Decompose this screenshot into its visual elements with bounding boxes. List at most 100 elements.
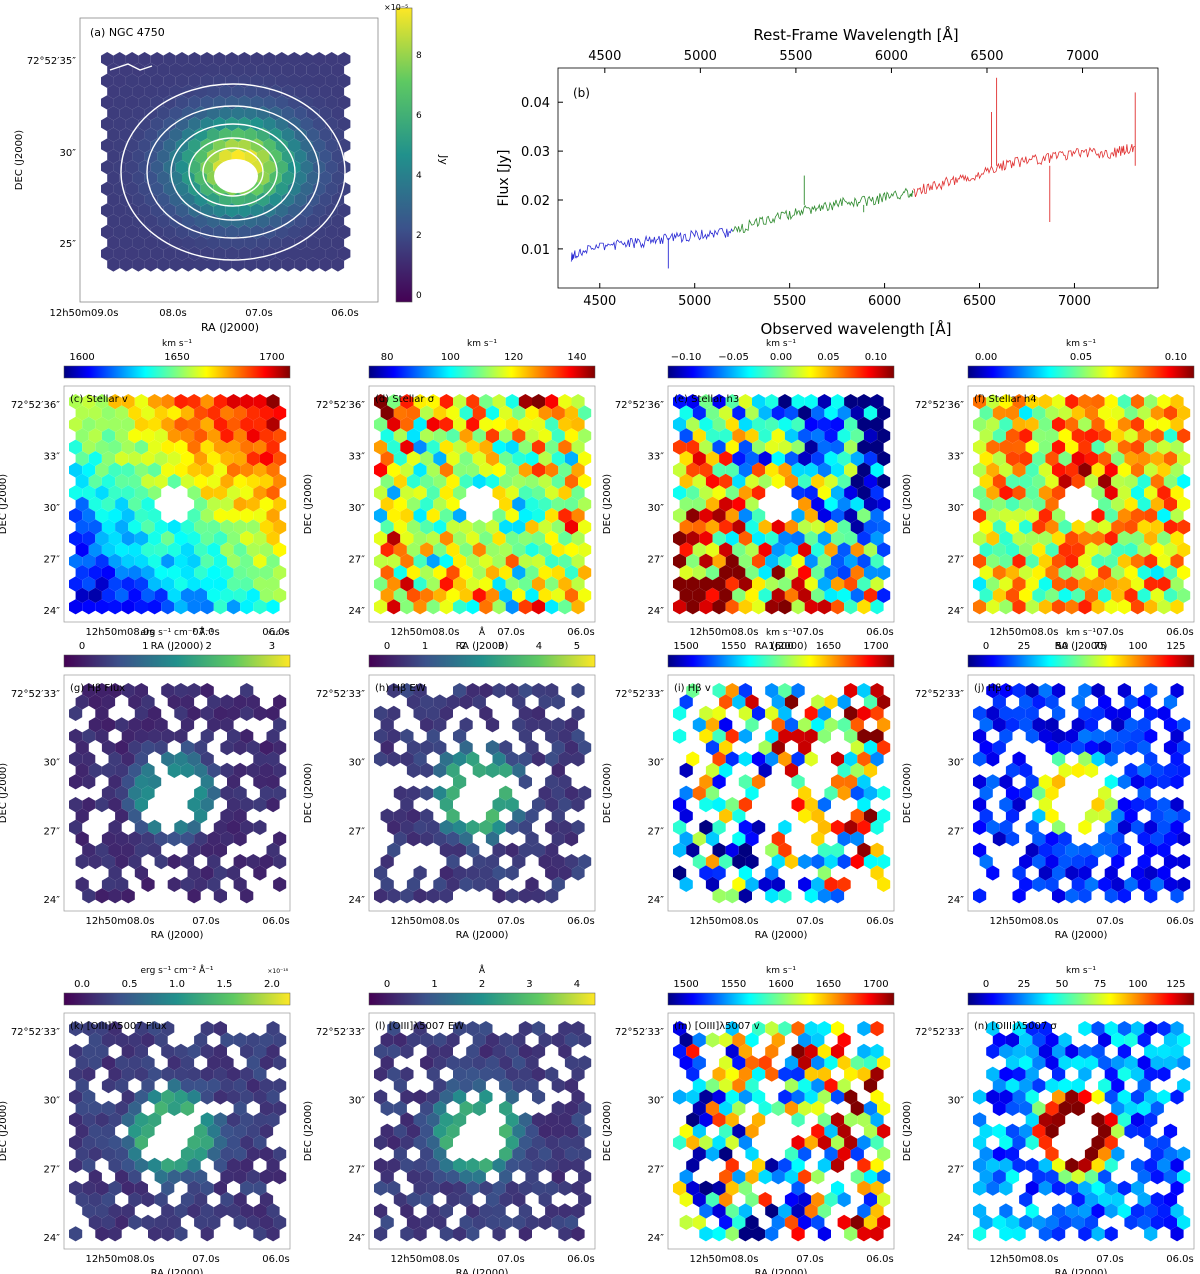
map-hexbin (167, 762, 181, 778)
map-hexbin (512, 405, 526, 421)
map-hexbin (532, 797, 546, 813)
map-hexbin (113, 160, 126, 175)
map-hexbin (233, 1078, 247, 1094)
map-hexbin (1144, 530, 1158, 546)
map-hexbin (1019, 565, 1033, 581)
map-ytick: 27″ (648, 1164, 665, 1175)
map-hexbin (512, 542, 526, 558)
map-hexbin (259, 1055, 274, 1071)
map-hexbin (69, 576, 83, 592)
map-hexbin (453, 394, 467, 410)
map-hexbin (863, 587, 878, 603)
map-hexbin (1032, 831, 1046, 847)
map-hexbin (1177, 428, 1191, 444)
map-hexbin (75, 740, 89, 756)
map-hexbin (738, 576, 752, 592)
map-hexbin (174, 1043, 188, 1059)
map-hexbin (200, 865, 214, 881)
map-hexbin (1163, 451, 1178, 467)
map-hexbin (844, 1066, 858, 1082)
map-hexbin (719, 496, 733, 512)
map-hexbin (1058, 473, 1072, 489)
map-hexbin (101, 587, 116, 603)
map-hexbin (220, 1192, 234, 1208)
map-hexbin (1025, 439, 1039, 455)
map-hexbin (485, 473, 500, 489)
map-hexbin (1117, 774, 1131, 790)
map-hexbin (679, 694, 693, 710)
map-colorbar-tick: 125 (1166, 979, 1185, 990)
map-hexbin (187, 576, 201, 592)
map-hexbin (1131, 439, 1145, 455)
panel-a-xlabel: RA (J2000) (201, 321, 259, 334)
map-hexbin (518, 774, 532, 790)
map-hexbin (831, 530, 845, 546)
panel-b-frame (557, 67, 1159, 289)
map-hexbin (732, 1123, 746, 1139)
map-hexbin (75, 496, 89, 512)
map-hexbin (134, 1066, 148, 1082)
map-hexbin (571, 416, 585, 432)
map-hexbin (420, 428, 434, 444)
map-hexbin (259, 1078, 274, 1094)
map-hexbin (1131, 394, 1145, 410)
map-hexbin (331, 149, 345, 164)
map-hexbin (1104, 553, 1118, 569)
map-xlabel: RA (J2000) (755, 1268, 808, 1274)
map-hexbin (798, 1169, 812, 1185)
map-hexbin (765, 439, 779, 455)
map-hexbin (798, 717, 812, 733)
map-hexbin (492, 576, 506, 592)
map-hexbin (400, 888, 414, 904)
map-hexbin (1071, 1214, 1085, 1230)
map-hexbin (863, 1214, 878, 1230)
map-hexbin (459, 587, 473, 603)
map-hexbin (233, 1192, 247, 1208)
map-hexbin (765, 1226, 779, 1242)
map-hexbin (269, 235, 282, 250)
map-hexbin (387, 439, 401, 455)
map-hexbin (725, 1226, 739, 1242)
map-hexbin (986, 599, 1000, 615)
map-hexbin (1019, 451, 1033, 467)
map-hexbin (1038, 485, 1052, 501)
map-hexbin (259, 519, 274, 535)
map-hexbin (148, 576, 162, 592)
map-hexbin (1052, 1066, 1066, 1082)
map-hexbin (107, 257, 120, 272)
map-ytick: 24″ (648, 895, 665, 906)
map-xtick: 12h50m08.0s (689, 916, 758, 927)
map-hexbin (850, 854, 864, 870)
map-hexbin (811, 808, 825, 824)
map-hexbin (420, 1146, 434, 1162)
map-hexbins (673, 683, 891, 904)
map-hexbin (88, 762, 102, 778)
map-hexbin (1052, 508, 1066, 524)
map-hexbin (387, 842, 401, 858)
map-hexbin (712, 888, 726, 904)
map-hexbin (200, 1021, 214, 1037)
map-hexbin (132, 257, 145, 272)
map-hexbin (532, 1043, 546, 1059)
map-hexbin (148, 728, 162, 744)
map-hexbin (95, 1112, 109, 1128)
map-hexbin (300, 203, 313, 218)
map-hexbin (578, 473, 592, 489)
map-hexbin (1078, 599, 1092, 615)
map-hexbin (1124, 740, 1138, 756)
map-hexbin (1157, 394, 1171, 410)
map-hexbin (406, 762, 421, 778)
map-xtick: 06.0s (567, 627, 594, 638)
map-hexbin (1019, 876, 1033, 892)
map-hexbin (973, 819, 987, 835)
map-colorbar-tick: 0 (79, 641, 85, 652)
map-hexbin (125, 73, 139, 88)
map-hexbin (433, 587, 447, 603)
map-hexbin (725, 751, 739, 767)
map-hexbin (259, 587, 274, 603)
map-hexbin (979, 405, 993, 421)
map-hexbin (545, 888, 559, 904)
map-hexbin (220, 519, 234, 535)
map-hexbin (400, 485, 414, 501)
